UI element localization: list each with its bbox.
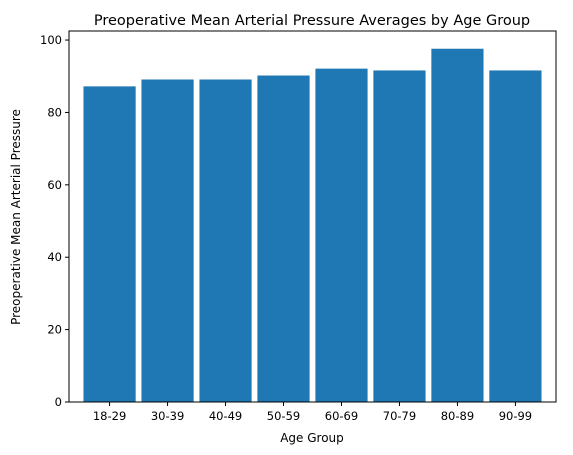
chart-title: Preoperative Mean Arterial Pressure Aver…	[94, 13, 530, 29]
x-tick-label: 60-69	[325, 409, 358, 423]
bar-18-29	[83, 86, 136, 402]
plot-frame	[68, 30, 557, 403]
y-tick-label: 60	[47, 178, 62, 192]
bar-70-79	[373, 70, 426, 402]
bar-80-89	[431, 48, 484, 403]
x-tick-label: 40-49	[209, 409, 242, 423]
bars-group	[83, 48, 542, 403]
bar-50-59	[257, 75, 310, 403]
y-tick-label: 0	[55, 395, 62, 409]
bar-30-39	[141, 79, 194, 402]
x-tick-label: 30-39	[151, 409, 184, 423]
x-tick-label: 70-79	[383, 409, 416, 423]
y-tick-label: 40	[47, 250, 62, 264]
axes-group: 0 20 40 60 80 100 18-29 30-39 40-49 50-59 60-69 70-…	[40, 30, 557, 423]
bar-60-69	[315, 68, 368, 402]
x-tick-label: 90-99	[499, 409, 532, 423]
x-tick-label: 80-89	[441, 409, 474, 423]
bar-40-49	[199, 79, 252, 402]
bar-90-99	[489, 70, 542, 402]
y-axis-label: Preoperative Mean Arterial Pressure	[9, 109, 23, 325]
x-tick-label: 18-29	[93, 409, 126, 423]
y-tick-label: 20	[47, 323, 62, 337]
y-tick-label: 80	[47, 105, 62, 119]
x-axis-label: Age Group	[280, 431, 344, 445]
x-tick-label: 50-59	[267, 409, 300, 423]
y-tick-label: 100	[40, 33, 62, 47]
